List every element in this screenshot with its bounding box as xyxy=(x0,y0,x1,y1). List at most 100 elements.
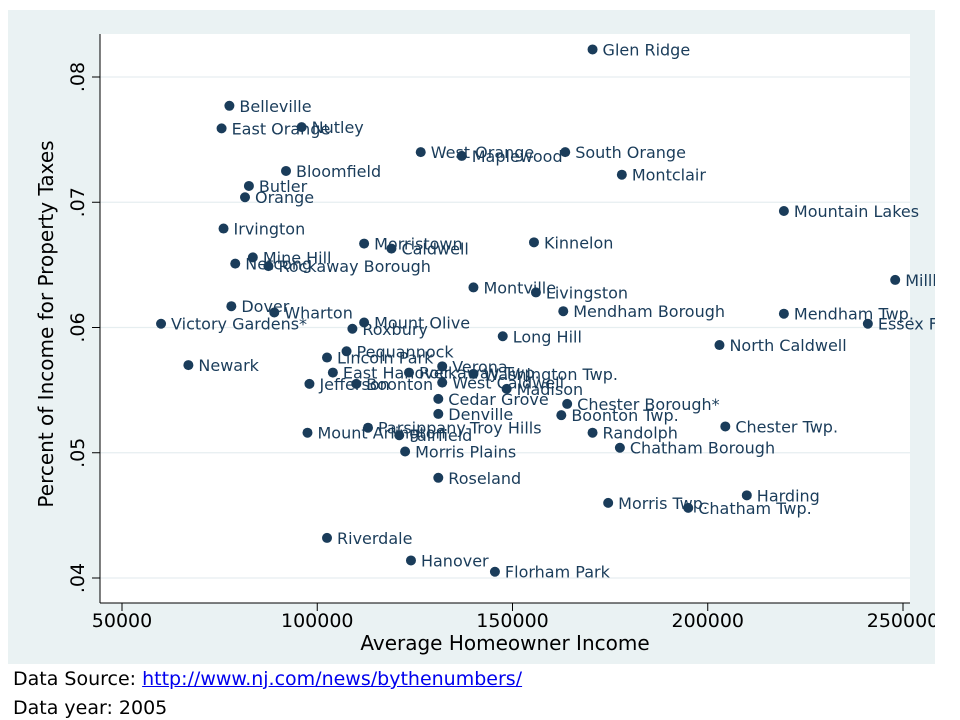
x-tick-label: 250000 xyxy=(867,610,935,632)
data-point xyxy=(327,367,338,378)
data-point xyxy=(226,301,237,312)
data-point xyxy=(603,497,614,508)
data-point xyxy=(263,261,274,272)
data-year-text: Data year: 2005 xyxy=(13,697,168,719)
chart-panel: .04 .05 .06 .07 .08 50000 100000 150000 200000 25… xyxy=(8,10,935,664)
point-label: Riverdale xyxy=(337,529,412,548)
data-point xyxy=(433,472,444,483)
data-point xyxy=(347,323,358,334)
point-label: Wharton xyxy=(284,303,353,322)
point-label: Netcong xyxy=(245,255,312,274)
x-axis-title: Average Homeowner Income xyxy=(360,631,649,655)
x-tick-label: 100000 xyxy=(281,610,354,632)
point-label: East Hanover xyxy=(343,364,451,383)
axis-ticks: .04 .05 .06 .07 .08 50000 100000 150000 200000 25… xyxy=(67,62,935,632)
y-tick-label: .07 xyxy=(67,187,89,217)
data-point xyxy=(587,44,598,55)
point-label: Belleville xyxy=(239,97,311,116)
data-point xyxy=(304,378,315,389)
data-point xyxy=(281,165,292,176)
data-point xyxy=(683,502,694,513)
data-point xyxy=(714,340,725,351)
point-label: Boonton Twp. xyxy=(571,406,678,425)
point-label: Morris Plains xyxy=(415,442,516,461)
data-point xyxy=(386,243,397,254)
point-label: West Caldwell xyxy=(452,374,564,393)
data-point xyxy=(437,377,448,388)
data-point xyxy=(497,331,508,342)
data-point xyxy=(359,238,370,249)
data-point xyxy=(556,410,567,421)
data-point xyxy=(247,252,258,263)
point-label: Butler xyxy=(259,177,308,196)
data-point xyxy=(530,287,541,298)
data-source-link[interactable]: http://www.nj.com/news/bythenumbers/ xyxy=(142,668,523,690)
point-label: Chester Borough* xyxy=(577,395,720,414)
data-point xyxy=(501,383,512,394)
point-label: Kinnelon xyxy=(544,233,613,252)
point-label: Mendham Twp. xyxy=(794,305,914,324)
data-point xyxy=(322,352,333,363)
data-point xyxy=(433,408,444,419)
data-source-line: Data Source: http://www.nj.com/news/byth… xyxy=(13,668,522,690)
x-tick-label: 50000 xyxy=(92,610,152,632)
x-tick-label: 150000 xyxy=(476,610,549,632)
point-label: Rockaway Borough xyxy=(278,257,430,276)
point-label: Caldwell xyxy=(401,240,468,259)
point-label: Nutley xyxy=(312,118,364,137)
y-axis-title: Percent of Income for Property Taxes xyxy=(34,140,58,507)
data-point xyxy=(216,123,227,134)
point-label: Mine Hill xyxy=(263,248,332,267)
point-label: Fairfield xyxy=(409,426,472,445)
point-label: Parsippany-Troy Hills xyxy=(378,419,542,438)
point-label: Madison xyxy=(517,380,583,399)
point-label: Rockaway Twp. xyxy=(419,364,540,383)
data-point xyxy=(224,100,235,111)
point-label: Harding xyxy=(757,486,820,505)
point-label: South Orange xyxy=(575,143,686,162)
point-label: North Caldwell xyxy=(729,336,846,355)
data-point xyxy=(468,282,479,293)
data-point xyxy=(405,555,416,566)
data-point xyxy=(778,308,789,319)
data-point xyxy=(302,427,313,438)
point-label: Chatham Twp. xyxy=(698,499,811,518)
point-label: Irvington xyxy=(234,220,306,239)
point-label: Orange xyxy=(255,188,314,207)
gridlines xyxy=(100,76,910,579)
scatter-chart: .04 .05 .06 .07 .08 50000 100000 150000 200000 25… xyxy=(34,34,935,655)
point-label: Millburn xyxy=(905,271,935,290)
data-point xyxy=(862,318,873,329)
point-label: Randolph xyxy=(603,424,678,443)
x-tick-label: 200000 xyxy=(671,610,744,632)
point-label: Boonton xyxy=(366,375,433,394)
point-label: Mendham Borough xyxy=(573,302,725,321)
y-tick-label: .05 xyxy=(67,438,89,468)
point-label: Long Hill xyxy=(513,327,582,346)
data-point xyxy=(341,346,352,357)
point-label: Pequannock xyxy=(357,342,455,361)
point-label: Cedar Grove xyxy=(448,390,548,409)
data-point xyxy=(183,360,194,371)
data-point xyxy=(218,223,229,234)
point-label: Denville xyxy=(448,405,513,424)
data-point xyxy=(230,258,241,269)
data-point xyxy=(240,192,251,203)
data-point xyxy=(359,317,370,328)
data-point xyxy=(587,427,598,438)
data-point xyxy=(243,180,254,191)
data-point xyxy=(562,398,573,409)
data-point xyxy=(400,446,411,457)
point-label: Mount Olive xyxy=(374,313,470,332)
data-point xyxy=(890,274,901,285)
point-label: Chester Twp. xyxy=(735,417,838,436)
point-label: Roxbury xyxy=(362,320,428,339)
y-tick-label: .08 xyxy=(67,62,89,92)
data-point xyxy=(560,147,571,158)
y-tick-label: .06 xyxy=(67,312,89,342)
plot-area xyxy=(100,34,910,603)
point-label: Mount Arlington xyxy=(317,424,445,443)
point-label: Chatham Borough xyxy=(630,439,775,458)
point-label: Newark xyxy=(198,356,259,375)
